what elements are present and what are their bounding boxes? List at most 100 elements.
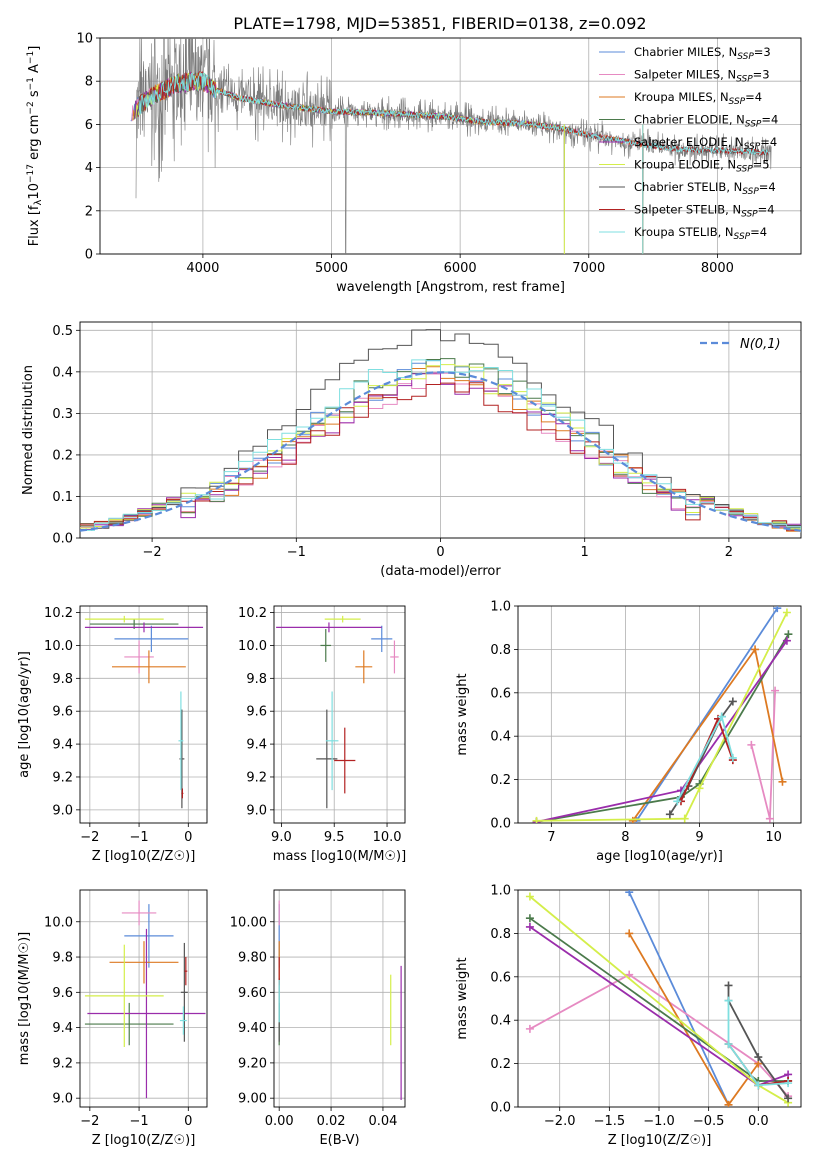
weight-marker <box>778 777 787 786</box>
errorbar-point <box>179 1006 187 1035</box>
y-tick-label: 9.8 <box>246 672 267 687</box>
weight-marker <box>765 814 774 823</box>
axes-frame <box>273 889 406 1108</box>
grid <box>80 322 801 539</box>
weight-marker <box>747 740 756 749</box>
x-tick-label: 0.00 <box>265 1114 294 1129</box>
legend-entry: Chabrier MILES, NSSP=3 <box>634 45 771 62</box>
y-tick-label: 0.0 <box>490 817 511 832</box>
x-tick-label: −2 <box>80 1114 99 1129</box>
y-tick-label: 9.0 <box>52 1092 73 1107</box>
plot-area <box>532 606 793 823</box>
legend-sub: SSP <box>737 52 754 62</box>
weight-marker <box>784 630 793 639</box>
y-axis-label: mass [log10(M/M☉)] <box>17 932 32 1065</box>
legend-n: =3 <box>754 45 771 59</box>
panel-residuals: −2 −1 0 1 2 0.0 0.1 0.2 0.3 0.4 0.5 (data-model)/er… <box>21 321 802 579</box>
y-tick-label: 0.1 <box>52 490 73 505</box>
weight-line-chabrier-elodie <box>536 633 790 823</box>
weight-marker <box>784 1094 793 1103</box>
plot-area <box>84 615 204 809</box>
x-tick-label: −2.0 <box>544 1114 576 1129</box>
x-axis-label: (data-model)/error <box>380 564 501 579</box>
weight-marker <box>525 1024 534 1033</box>
panel-weight_vs_age: 7 8 9 10 0.0 0.2 0.4 0.6 0.8 1.0 age [log10(age/yr… <box>455 600 802 864</box>
y-tick-label: 9.60 <box>238 986 267 1001</box>
y-tick-label: 9.00 <box>238 1092 267 1107</box>
y-tick-label: 9.4 <box>246 738 267 753</box>
x-tick-label: −1.5 <box>594 1114 626 1129</box>
axes-frame <box>517 605 802 824</box>
errorbar-point <box>84 615 164 623</box>
x-tick-label: 0.0 <box>748 1114 769 1129</box>
legend-label: Kroupa MILES, N <box>634 90 729 104</box>
errorbar-point <box>355 650 373 684</box>
x-tick-label: 4000 <box>186 261 219 276</box>
legend-sub: SSP <box>745 120 762 130</box>
y-tick-label: 9.6 <box>52 986 73 1001</box>
weight-marker <box>525 922 534 931</box>
weight-marker <box>525 892 534 901</box>
errorbar-point <box>124 904 174 968</box>
plot-area <box>278 900 402 1100</box>
weight-line-kroupa-elodie <box>536 612 788 822</box>
weight-marker <box>773 606 782 613</box>
weight-marker <box>724 1100 733 1107</box>
weight-marker <box>525 914 534 923</box>
y-tick-label: 0.4 <box>490 1014 511 1029</box>
y-tick-label: 0.2 <box>490 1057 511 1072</box>
y-tick-label: 10.0 <box>44 915 73 930</box>
legend-sub: SSP <box>736 75 753 85</box>
y-tick-label: 9.2 <box>52 1056 73 1071</box>
weight-marker <box>695 784 704 793</box>
x-tick-label: 1 <box>581 545 589 560</box>
weight-marker <box>728 697 737 706</box>
y-tick-label: 0.5 <box>52 324 73 339</box>
errorbar-point <box>390 640 399 674</box>
legend-label: Salpeter ELODIE, N <box>634 135 744 149</box>
x-axis-label: mass [log10(M/M☉)] <box>273 849 406 864</box>
legend: N(0,1) <box>700 337 781 352</box>
y-tick-label: 10.2 <box>238 606 267 621</box>
x-axis-label: Z [log10(Z/Z☉)] <box>92 1133 196 1148</box>
y-tick-label: 2 <box>85 204 93 219</box>
weight-marker <box>751 645 760 654</box>
weight-marker <box>673 797 682 806</box>
legend-label: Chabrier MILES, N <box>634 45 737 59</box>
x-tick-label: 8 <box>621 830 629 845</box>
y-tick-label: 9.4 <box>52 738 73 753</box>
legend-n: =4 <box>758 203 775 217</box>
weight-line-kroupa-stelib <box>676 714 734 802</box>
model-spectrum-kroupa-stelib <box>138 72 770 156</box>
legend-n: =5 <box>753 158 770 172</box>
legend-n: =4 <box>760 135 777 149</box>
weight-marker <box>771 686 780 695</box>
y-tick-label: 9.6 <box>52 705 73 720</box>
errorbar-point <box>334 727 356 794</box>
x-tick-label: −1 <box>129 1114 148 1129</box>
x-tick-label: 0 <box>184 830 192 845</box>
y-tick-label: 0.8 <box>490 927 511 942</box>
y-tick-label: 4 <box>85 161 93 176</box>
errorbar-point <box>276 622 382 633</box>
legend-entry: Kroupa MILES, NSSP=4 <box>634 90 762 107</box>
legend-sub: SSP <box>741 210 758 220</box>
errorbar-point <box>316 709 338 809</box>
y-axis-label: Normed distribution <box>21 365 36 495</box>
panel-weight_vs_Z: −2.0 −1.5 −1.0 −0.5 0.0 0.0 0.2 0.4 0.6 0.8 1.0 Z [… <box>455 884 802 1148</box>
legend-entry: Salpeter STELIB, NSSP=4 <box>634 203 775 220</box>
weight-line-chabrier-stelib <box>669 700 734 815</box>
errorbar-point <box>84 622 204 633</box>
axes-frame <box>273 605 406 824</box>
x-tick-label: 6000 <box>444 261 477 276</box>
y-axis-label: age [log10(age/yr)] <box>17 651 32 778</box>
weight-marker <box>754 1081 763 1090</box>
plot-area <box>276 615 399 809</box>
histogram-chabrier-miles <box>80 360 801 531</box>
weight-marker <box>724 981 733 990</box>
weight-marker <box>532 816 541 823</box>
y-tick-label: 0.6 <box>490 686 511 701</box>
weight-marker <box>628 816 637 823</box>
